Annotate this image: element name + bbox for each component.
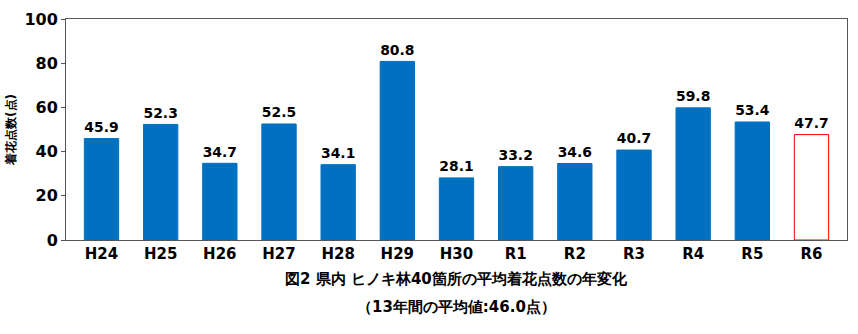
svg-text:0: 0: [47, 231, 58, 250]
svg-text:80: 80: [36, 54, 58, 73]
svg-text:40: 40: [36, 142, 58, 161]
svg-text:28.1: 28.1: [439, 158, 473, 174]
svg-text:47.7: 47.7: [794, 115, 828, 131]
svg-text:52.5: 52.5: [262, 104, 296, 120]
svg-text:100: 100: [24, 10, 57, 29]
svg-text:80.8: 80.8: [380, 42, 414, 58]
svg-text:R2: R2: [564, 245, 586, 263]
svg-text:H29: H29: [381, 245, 414, 263]
svg-text:着花点数(点): 着花点数(点): [4, 94, 18, 166]
svg-text:34.1: 34.1: [321, 145, 355, 161]
svg-text:45.9: 45.9: [84, 119, 118, 135]
svg-text:R4: R4: [682, 245, 704, 263]
svg-text:H25: H25: [144, 245, 177, 263]
svg-text:H30: H30: [440, 245, 473, 263]
svg-text:20: 20: [36, 186, 58, 205]
svg-text:40.7: 40.7: [617, 130, 651, 146]
svg-text:52.3: 52.3: [144, 105, 178, 121]
svg-text:図2 県内 ヒノキ林40箇所の平均着花点数の年変化: 図2 県内 ヒノキ林40箇所の平均着花点数の年変化: [285, 270, 628, 288]
svg-text:H27: H27: [262, 245, 295, 263]
svg-text:34.6: 34.6: [558, 144, 592, 160]
svg-text:53.4: 53.4: [735, 102, 770, 118]
svg-text:R5: R5: [741, 245, 763, 263]
svg-text:59.8: 59.8: [676, 88, 710, 104]
svg-text:60: 60: [36, 98, 58, 117]
svg-text:34.7: 34.7: [203, 144, 237, 160]
svg-text:H28: H28: [321, 245, 354, 263]
svg-text:H24: H24: [85, 245, 118, 263]
svg-text:H26: H26: [203, 245, 236, 263]
svg-text:33.2: 33.2: [499, 147, 533, 163]
svg-text:R1: R1: [505, 245, 527, 263]
svg-text:R3: R3: [623, 245, 645, 263]
svg-text:（13年間の平均値:46.0点）: （13年間の平均値:46.0点）: [357, 298, 556, 316]
svg-text:R6: R6: [801, 245, 823, 263]
